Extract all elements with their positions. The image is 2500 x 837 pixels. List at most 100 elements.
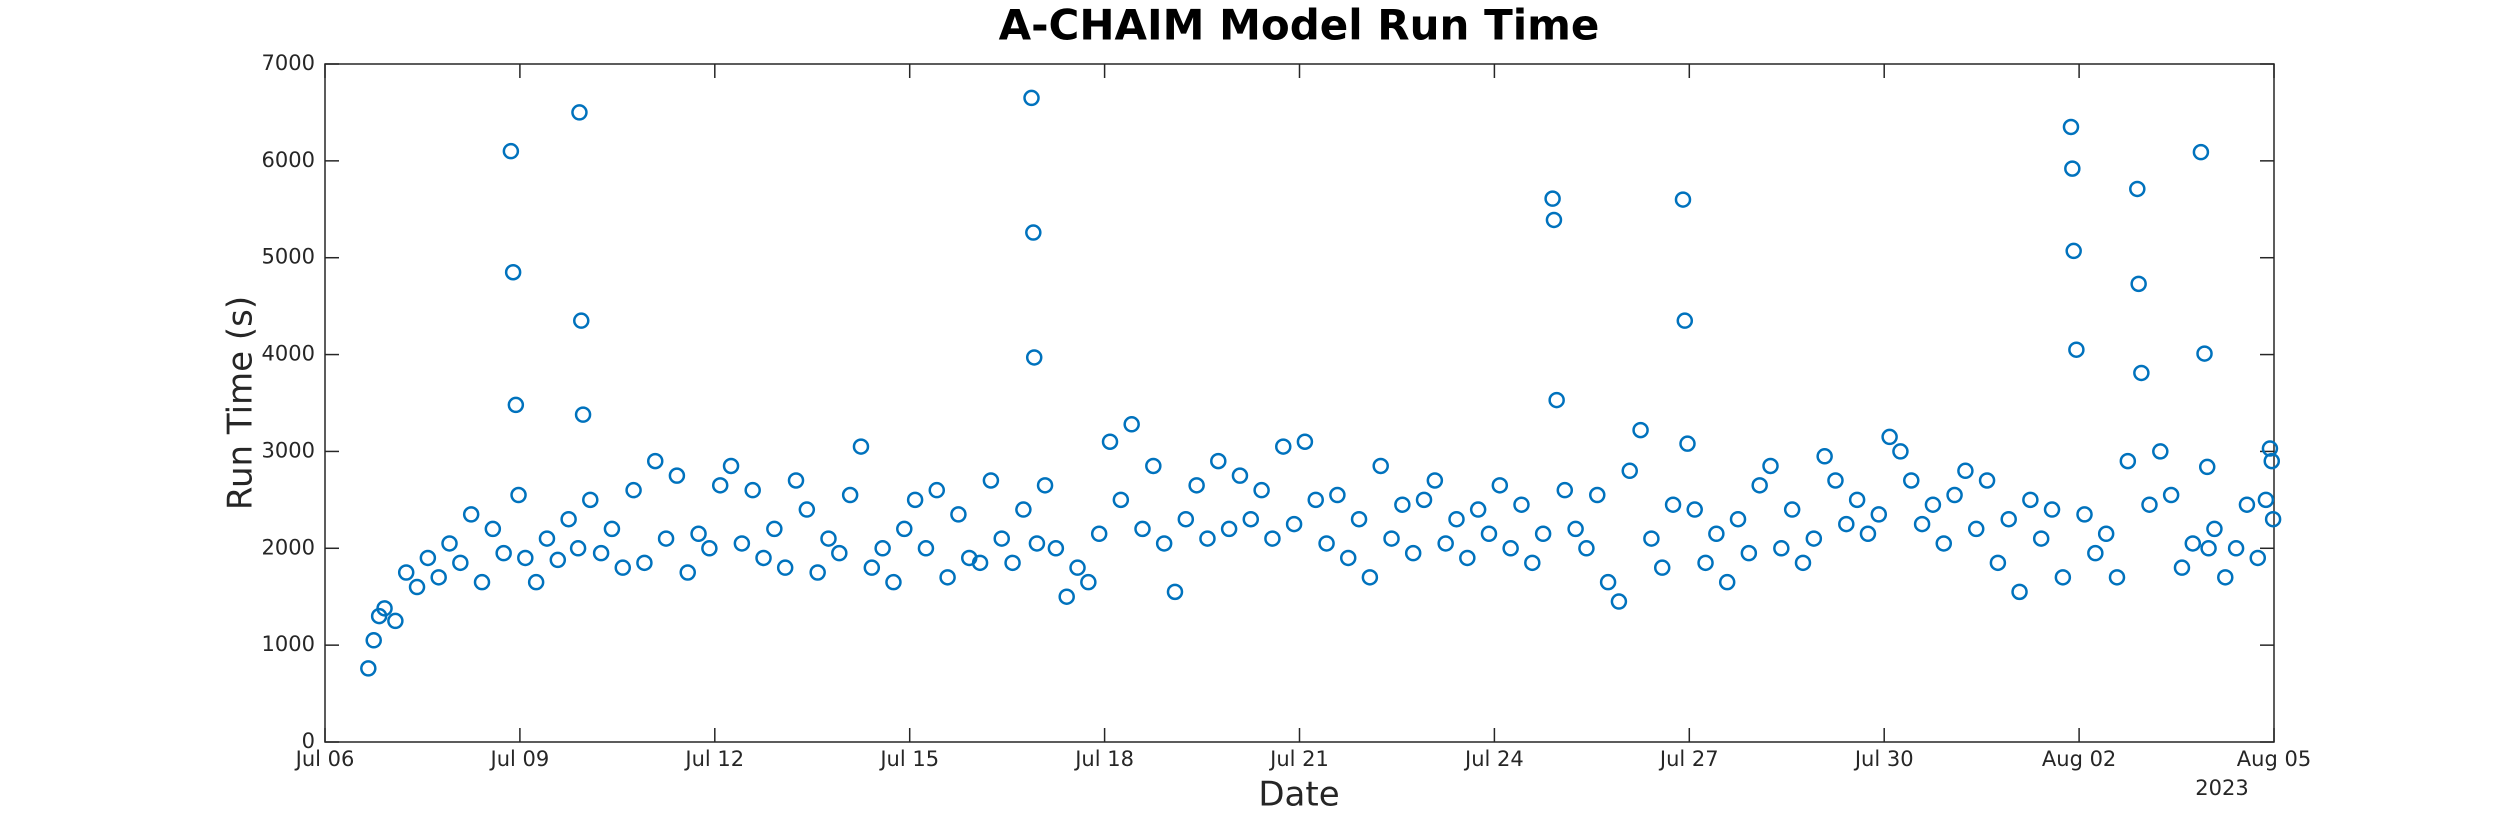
data-point <box>1729 510 1747 528</box>
data-point <box>636 554 653 572</box>
data-point <box>1199 530 1216 547</box>
data-point <box>1426 472 1444 489</box>
data-point <box>1653 559 1671 576</box>
data-point <box>2217 569 2234 586</box>
data-point <box>2068 341 2085 358</box>
x-tick-label: Jul 15 <box>878 747 939 771</box>
data-point <box>2173 559 2191 576</box>
data-point <box>950 506 967 523</box>
x-tick-label: Jul 27 <box>1658 747 1719 771</box>
data-point <box>1145 457 1162 475</box>
data-point <box>776 559 794 576</box>
data-point <box>1870 506 1888 523</box>
data-point <box>939 569 956 586</box>
data-point <box>1610 593 1628 610</box>
data-point <box>1578 540 1595 557</box>
data-point <box>982 472 1000 489</box>
x-axis-label: Date <box>1258 775 1339 815</box>
data-point <box>1632 421 1649 439</box>
data-point <box>2129 180 2146 198</box>
data-point <box>1036 477 1054 494</box>
data-point <box>1848 491 1866 509</box>
data-point <box>2184 535 2202 552</box>
data-point <box>1783 501 1801 518</box>
data-point <box>2133 364 2150 382</box>
data-point <box>744 481 761 499</box>
data-point <box>1957 462 1974 480</box>
data-point <box>1751 477 1768 494</box>
data-point <box>1015 501 1032 518</box>
data-point <box>1556 481 1574 499</box>
data-point <box>549 551 567 569</box>
data-point <box>2238 496 2256 513</box>
data-point <box>1177 510 1195 528</box>
data-point <box>1220 520 1238 538</box>
data-point <box>1480 525 1498 543</box>
data-point <box>1892 443 1909 460</box>
data-point <box>2257 491 2275 509</box>
data-point <box>1383 530 1400 547</box>
data-point <box>863 559 881 576</box>
data-point <box>573 312 590 329</box>
data-point <box>1318 535 1335 552</box>
data-point <box>614 559 632 576</box>
data-point <box>2227 540 2245 557</box>
data-point <box>755 549 772 567</box>
data-point <box>495 544 512 562</box>
data-point <box>1123 416 1140 433</box>
data-point <box>1913 515 1931 533</box>
data-point <box>2097 525 2115 543</box>
data-point <box>1816 448 1833 465</box>
data-point <box>365 632 382 649</box>
data-point <box>2119 452 2137 470</box>
data-point <box>1674 191 1692 208</box>
data-point <box>1134 520 1151 538</box>
data-point <box>722 457 740 475</box>
data-point <box>462 506 480 523</box>
data-point <box>971 554 989 572</box>
data-point <box>360 660 377 677</box>
x-tick-label: Jul 18 <box>1073 747 1134 771</box>
data-point <box>1773 540 1790 557</box>
data-point <box>2043 501 2061 518</box>
data-point <box>917 540 935 557</box>
data-point <box>2022 491 2039 509</box>
data-point <box>766 520 783 538</box>
data-point <box>1903 472 1920 489</box>
x-tick-label: Aug 02 <box>2042 747 2116 771</box>
data-point <box>1589 486 1606 504</box>
data-point <box>2054 569 2072 586</box>
data-point <box>1025 224 1042 241</box>
data-point <box>1859 525 1877 543</box>
data-point <box>1394 496 1411 513</box>
data-point <box>1155 535 1173 552</box>
data-point <box>1253 481 1270 499</box>
data-point <box>2196 345 2213 362</box>
data-point <box>376 600 393 617</box>
data-point <box>657 530 675 547</box>
data-point <box>1718 573 1736 591</box>
data-point <box>625 481 642 499</box>
data-point <box>668 467 686 484</box>
data-point <box>408 578 426 596</box>
data-point <box>603 520 621 538</box>
data-point <box>1296 433 1314 450</box>
y-tick-label: 2000 <box>262 535 315 559</box>
data-point <box>2011 583 2028 601</box>
data-point <box>1415 491 1433 509</box>
data-point <box>1805 530 1823 547</box>
data-point <box>1112 491 1130 509</box>
data-point <box>1827 472 1844 489</box>
data-point <box>1264 530 1281 547</box>
data-point <box>2076 506 2093 523</box>
x-tick-label: Jul 24 <box>1463 747 1524 771</box>
data-point <box>1740 544 1758 562</box>
data-point <box>1491 477 1509 494</box>
data-point <box>679 564 696 581</box>
data-point <box>1469 501 1487 518</box>
data-point <box>1924 496 1942 513</box>
data-point <box>1242 510 1260 528</box>
x-year-label: 2023 <box>2195 776 2248 800</box>
data-point <box>452 554 469 572</box>
data-point <box>2263 452 2280 470</box>
